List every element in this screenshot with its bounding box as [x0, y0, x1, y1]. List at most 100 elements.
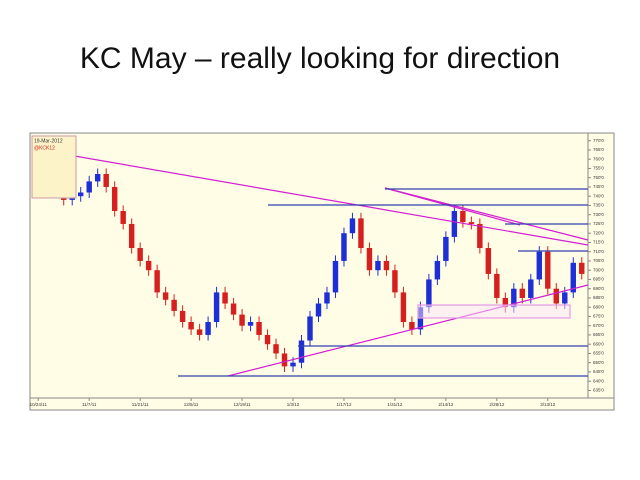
candle-body	[213, 292, 220, 322]
y-tick-label: 690'0	[593, 286, 604, 291]
candle-body	[137, 248, 143, 261]
x-tick-label: 11/21/11	[132, 402, 149, 407]
legend-text: 19-Mar-2012	[34, 138, 63, 144]
y-tick-label: 665'0	[593, 332, 604, 337]
y-tick-label: 675'0	[593, 314, 604, 319]
candle-body	[536, 251, 543, 280]
y-tick-label: 650'0	[593, 360, 604, 365]
candle-body	[468, 222, 475, 224]
candle-body	[545, 251, 551, 289]
candle-body	[315, 303, 322, 317]
candle-body	[494, 273, 500, 298]
candle-body	[188, 322, 194, 330]
chart-frame	[29, 132, 615, 411]
candle-body	[511, 288, 517, 308]
candle-body	[392, 270, 398, 293]
candle-body	[434, 260, 441, 280]
candle-body	[103, 174, 109, 187]
candle-body	[256, 322, 262, 335]
candle-body	[247, 322, 254, 326]
y-tick-label: 735'0	[593, 203, 604, 208]
legend-background	[31, 135, 77, 199]
candle-body	[179, 310, 186, 322]
candle-body	[298, 340, 305, 363]
y-tick-label: 770'0	[593, 138, 604, 143]
x-tick-label: 10/24/11	[30, 402, 48, 407]
candle-body	[562, 292, 568, 304]
y-tick-label: 640'0	[593, 378, 604, 383]
y-tick-label: 695'0	[593, 277, 604, 282]
x-tick-label: 11/7/11	[82, 402, 97, 407]
slide-title: KC May – really looking for direction	[80, 42, 560, 75]
x-tick-label: 1/17/12	[336, 402, 352, 407]
y-tick-label: 655'0	[593, 351, 604, 356]
candle-body	[128, 223, 135, 248]
candle-body	[145, 260, 152, 271]
y-tick-label: 740'0	[593, 193, 604, 198]
y-tick-label: 635'0	[593, 388, 604, 393]
candle-body	[239, 314, 245, 326]
y-tick-label: 745'0	[593, 184, 604, 189]
candle-body	[485, 248, 492, 274]
candle-body	[443, 236, 449, 261]
candle-body	[332, 260, 339, 293]
candle-body	[409, 322, 415, 330]
x-tick-label: 12/5/11	[184, 402, 199, 407]
y-tick-label: 750'0	[593, 175, 604, 180]
y-tick-label: 730'0	[593, 212, 604, 217]
candle-body	[264, 334, 271, 345]
candle-body	[349, 218, 356, 234]
legend-text: @KCK12	[34, 145, 55, 151]
candle-body	[94, 174, 101, 182]
candle-body	[196, 329, 203, 335]
candle-body	[358, 218, 364, 248]
candle-body	[273, 344, 279, 354]
y-tick-label: 700'0	[593, 267, 604, 272]
candle-body	[290, 362, 296, 367]
y-tick-label: 760'0	[593, 156, 604, 161]
y-tick-label: 670'0	[593, 323, 604, 328]
candle-body	[366, 248, 373, 271]
candle-body	[307, 316, 313, 341]
x-tick-label: 2/14/12	[438, 402, 454, 407]
candle-body	[341, 233, 347, 261]
y-tick-label: 710'0	[593, 249, 604, 254]
y-tick-label: 725'0	[593, 221, 604, 226]
candle-body	[86, 181, 92, 193]
y-tick-label: 755'0	[593, 166, 604, 171]
candle-body	[120, 211, 126, 224]
candle-body	[222, 292, 228, 304]
x-tick-label: 1/3/12	[287, 402, 300, 407]
candle-body	[460, 211, 466, 223]
x-tick-label: 2/28/12	[489, 402, 505, 407]
candle-body	[375, 260, 381, 271]
y-tick-label: 715'0	[593, 240, 604, 245]
y-tick-label: 720'0	[593, 230, 604, 235]
y-tick-label: 685'0	[593, 295, 604, 300]
candle-body	[570, 262, 576, 293]
y-tick-label: 680'0	[593, 304, 604, 309]
trendline	[384, 187, 521, 226]
y-tick-label: 765'0	[593, 147, 604, 152]
x-tick-label: 1/31/12	[387, 402, 403, 407]
candle-body	[383, 260, 390, 271]
x-tick-label: 3/13/12	[540, 402, 556, 407]
candle-body	[111, 186, 118, 211]
trendline	[39, 149, 589, 246]
candle-body	[502, 297, 509, 308]
candle-body	[324, 292, 330, 304]
candle-body	[205, 322, 211, 335]
candle-body	[553, 288, 559, 304]
candle-body	[519, 288, 526, 298]
candle-body	[77, 192, 84, 197]
candle-body	[162, 292, 169, 300]
candle-body	[477, 223, 483, 248]
x-tick-label: 12/19/11	[233, 402, 251, 407]
candle-body	[528, 279, 534, 298]
legend-box: 19-Mar-2012 @KCK12	[31, 135, 77, 199]
y-tick-label: 705'0	[593, 258, 604, 263]
candle-body	[154, 270, 160, 293]
candle-body	[171, 299, 177, 311]
y-tick-label: 645'0	[593, 369, 604, 374]
